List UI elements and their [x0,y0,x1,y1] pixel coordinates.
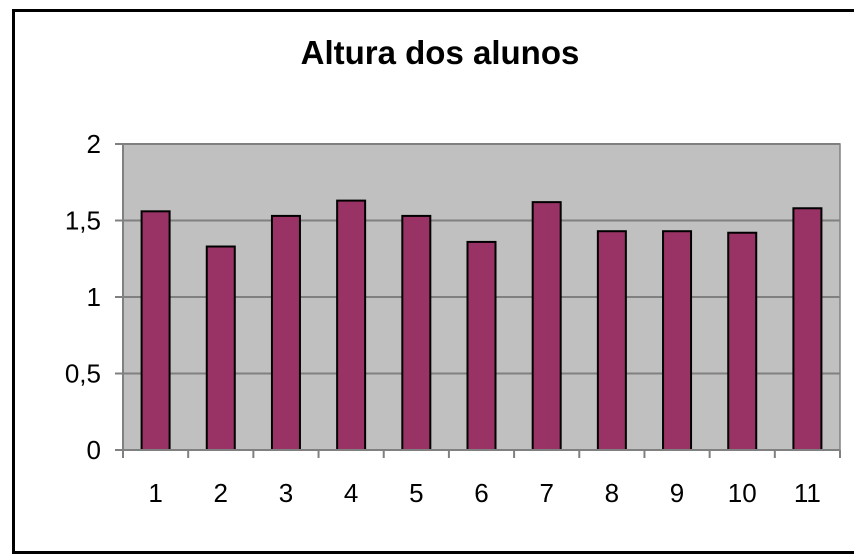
bar [662,230,693,451]
y-tick-label: 2 [87,129,101,159]
axes [115,143,841,458]
x-tick-label: 4 [344,478,358,508]
x-tick-label: 1 [148,478,162,508]
x-tick-label: 10 [728,478,757,508]
x-tick-label: 9 [670,478,684,508]
bar [596,230,627,451]
x-tick-label: 5 [409,478,423,508]
bar [466,240,497,451]
x-tick-label: 11 [794,478,821,508]
bar [205,245,236,451]
bar-chart: 0 0,5 1 1,5 2 1 2 3 4 5 6 7 8 9 10 11 [65,129,841,508]
y-tick-label: 1 [87,282,101,312]
bar [531,201,562,451]
x-axis-tick-labels: 1 2 3 4 5 6 7 8 9 10 11 [148,478,821,508]
y-axis-tick-labels: 0 0,5 1 1,5 2 [65,129,101,465]
x-tick-label: 3 [279,478,293,508]
chart-title: Altura dos alunos [300,34,580,71]
bar [401,214,432,451]
y-tick-label: 0 [87,435,101,465]
x-tick-label: 2 [214,478,228,508]
y-tick-label: 0,5 [65,359,101,389]
bar [270,214,301,451]
x-tick-label: 8 [605,478,619,508]
x-tick-label: 7 [539,478,553,508]
bar [140,210,171,451]
bar [336,199,367,451]
bar [792,207,823,451]
y-tick-label: 1,5 [65,206,101,236]
bars [140,199,823,451]
x-tick-label: 6 [474,478,488,508]
bar [727,231,758,451]
